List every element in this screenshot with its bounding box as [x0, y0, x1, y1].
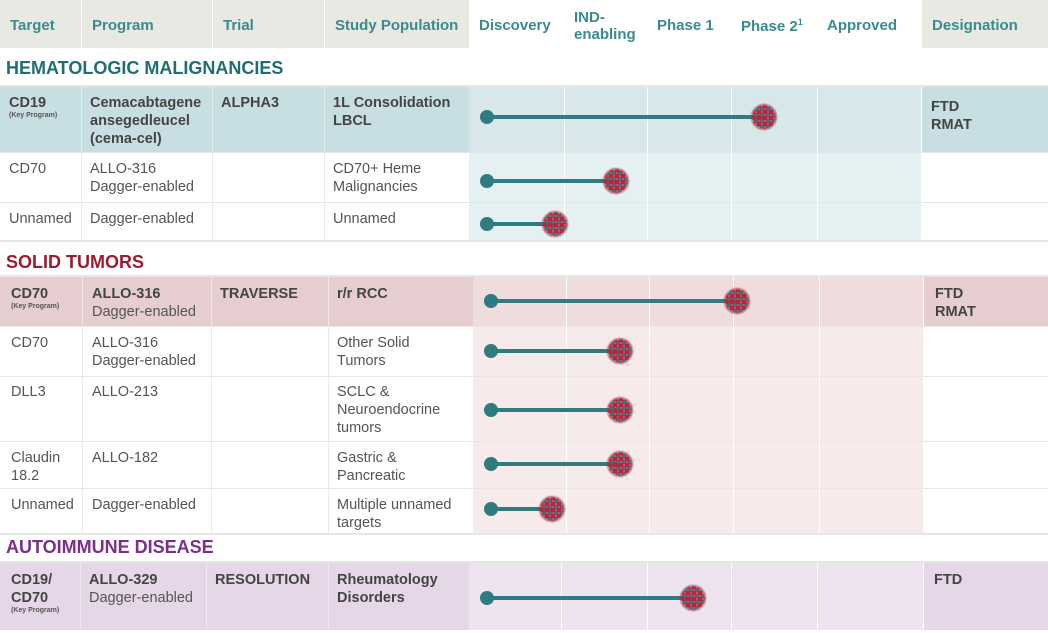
header-phase1: Phase 1 — [647, 0, 731, 48]
progress-start-dot — [480, 110, 494, 124]
progress-end-burst-icon — [679, 584, 708, 612]
target-label: DLL3 — [11, 384, 46, 400]
progress-bar — [491, 408, 620, 412]
progress-start-dot — [484, 344, 498, 358]
header-phase2: Phase 21 — [731, 0, 817, 48]
progress-end-burst-icon — [605, 396, 634, 424]
program-name: ALLO-316 — [90, 161, 157, 177]
key-program-label: (Key Program) — [9, 112, 58, 119]
program-sub: Dagger-enabled — [90, 179, 194, 195]
key-program-label: (Key Program) — [11, 607, 60, 614]
table-row-target: CD19 (Key Program) — [0, 87, 81, 120]
program-sub: Dagger-enabled — [89, 590, 193, 606]
program-label: Dagger-enabled — [92, 497, 196, 513]
progress-end-burst-icon — [602, 167, 631, 195]
header-designation: Designation — [922, 0, 1048, 48]
target-label: CD19 — [9, 95, 47, 111]
population-label: r/r RCC — [337, 286, 388, 302]
population-label: Rheumatology Disorders — [337, 572, 438, 606]
header-ind-line1: IND- — [574, 9, 605, 26]
program-label: ALLO-329 Dagger-enabled — [80, 564, 206, 607]
target-name: CD70 — [11, 286, 49, 302]
header-discovery: Discovery — [469, 0, 564, 48]
trial-label: RESOLUTION — [215, 572, 311, 588]
population-label: Multiple unnamed targets — [337, 497, 452, 531]
population-label: Unnamed — [333, 211, 396, 227]
progress-start-dot — [484, 502, 498, 516]
header-program: Program — [82, 0, 212, 48]
population-label: SCLC & Neuroendocrine tumors — [337, 384, 441, 436]
program-sub: Dagger-enabled — [92, 353, 196, 369]
progress-end-burst-icon — [749, 103, 778, 131]
header-trial: Trial — [213, 0, 324, 48]
progress-start-dot — [480, 174, 494, 188]
designation-rmat: RMAT — [931, 117, 972, 133]
population-label: Gastric & Pancreatic — [337, 450, 406, 484]
progress-end-burst-icon — [723, 287, 752, 315]
program-label: Dagger-enabled — [90, 211, 194, 227]
target-label: Claudin 18.2 — [11, 450, 61, 484]
program-label: ALLO-316 Dagger-enabled — [83, 278, 211, 321]
trial-label: TRAVERSE — [220, 286, 298, 302]
progress-end-burst-icon — [538, 495, 567, 523]
program-name: ALLO-316 — [92, 286, 161, 302]
progress-bar — [491, 299, 738, 303]
header-phase2-footnote: 1 — [797, 17, 803, 27]
header-study-population: Study Population — [325, 0, 469, 48]
progress-end-burst-icon — [605, 337, 634, 365]
header-ind-line2: enabling — [574, 26, 636, 43]
population-label: Other Solid Tumors — [337, 335, 410, 369]
program-label: ALLO-316 Dagger-enabled — [81, 153, 212, 196]
progress-start-dot — [484, 457, 498, 471]
program-name: ALLO-329 — [89, 572, 158, 588]
progress-bar — [487, 179, 617, 183]
designation-label: FTD RMAT — [926, 278, 1048, 321]
progress-start-dot — [484, 403, 498, 417]
progress-bar — [487, 596, 694, 600]
trial-label: ALPHA3 — [221, 95, 280, 111]
progress-start-dot — [480, 217, 494, 231]
progress-start-dot — [480, 591, 494, 605]
population-label: CD70+ Heme Malignancies — [333, 161, 422, 195]
designation-ftd: FTD — [935, 286, 964, 302]
target-label: CD70 (Key Program) — [2, 278, 82, 311]
target-label: CD19/ CD70 (Key Program) — [2, 564, 72, 615]
target-label: CD70 — [11, 335, 49, 351]
header-phase2-label: Phase 2 — [741, 18, 798, 35]
designation-label: FTD — [934, 572, 963, 588]
program-label: ALLO-213 — [92, 384, 159, 400]
progress-start-dot — [484, 294, 498, 308]
target-label: Unnamed — [9, 211, 72, 227]
key-program-label: (Key Program) — [11, 303, 60, 310]
designation-ftd: FTD — [931, 99, 960, 115]
section-title-solid-tumors: SOLID TUMORS — [6, 252, 144, 272]
progress-bar — [487, 222, 555, 226]
program-label: ALLO-182 — [92, 450, 159, 466]
header-ind-enabling: IND- enabling — [564, 0, 647, 48]
section-title-hematologic: HEMATOLOGIC MALIGNANCIES — [6, 58, 284, 78]
progress-end-burst-icon — [540, 210, 569, 238]
progress-bar — [491, 349, 620, 353]
progress-end-burst-icon — [605, 450, 634, 478]
designation-rmat: RMAT — [935, 304, 976, 320]
progress-bar — [491, 462, 620, 466]
program-label: Cemacabtagene ansegedleucel (cema-cel) — [90, 95, 202, 147]
target-name: CD19/ CD70 — [11, 572, 53, 606]
progress-bar — [487, 115, 764, 119]
target-label: Unnamed — [11, 497, 74, 513]
target-label: CD70 — [9, 161, 47, 177]
program-sub: Dagger-enabled — [92, 304, 196, 320]
progress-bar — [491, 507, 553, 511]
designation-label: FTD RMAT — [922, 87, 1048, 134]
header-target: Target — [0, 0, 81, 48]
section-title-autoimmune: AUTOIMMUNE DISEASE — [6, 537, 214, 557]
program-label: ALLO-316 Dagger-enabled — [83, 327, 211, 370]
population-label: 1L Consolidation LBCL — [333, 95, 451, 129]
program-name: ALLO-316 — [92, 335, 159, 351]
header-approved: Approved — [817, 0, 921, 48]
